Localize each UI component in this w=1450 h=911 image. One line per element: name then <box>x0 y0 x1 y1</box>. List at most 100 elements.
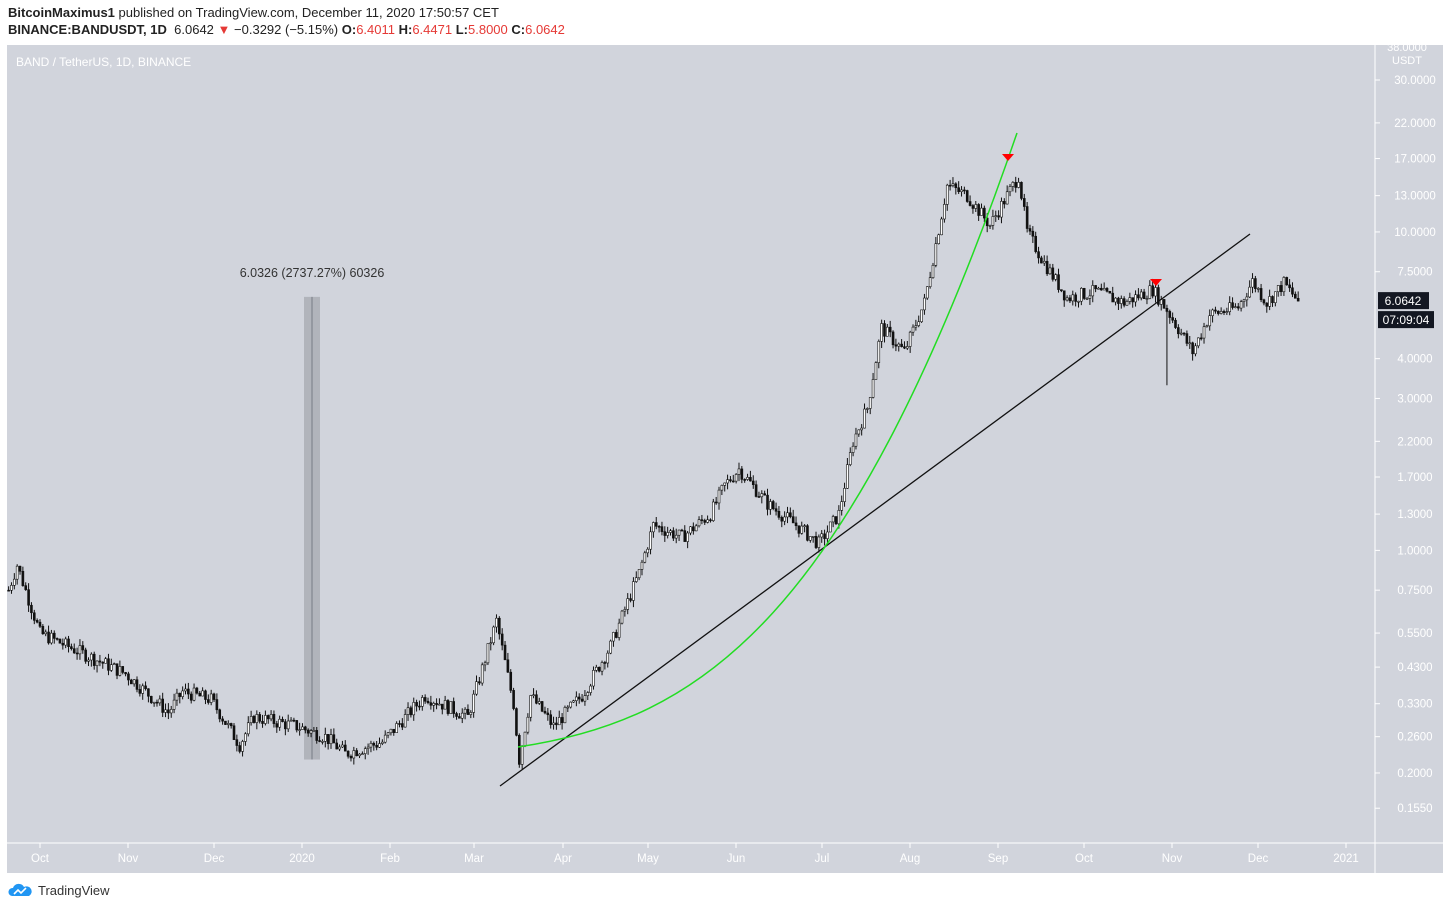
candle-body <box>1242 299 1246 302</box>
candle-body <box>1179 332 1183 335</box>
candle-body <box>572 700 575 703</box>
candle-body <box>654 522 658 527</box>
sell-triangle-sep <box>1002 154 1014 161</box>
close-value: 6.0642 <box>525 22 565 37</box>
candle-body <box>951 183 955 186</box>
candle-body <box>589 685 592 693</box>
candle-body <box>149 695 153 703</box>
candle-body <box>783 516 786 522</box>
candle-body <box>826 531 829 539</box>
candle-body <box>492 626 495 644</box>
candle-body <box>132 679 136 685</box>
candle-body <box>383 734 387 743</box>
candle-body <box>500 633 504 646</box>
candle-body <box>977 204 980 216</box>
candle-body <box>1025 206 1029 229</box>
candle-body <box>657 526 661 528</box>
candle-body <box>172 699 176 710</box>
candle-body <box>178 692 182 697</box>
candle-body <box>235 739 239 746</box>
last-price-label: 6.0642 <box>1385 294 1422 308</box>
candle-body <box>797 525 801 534</box>
candle-body <box>900 343 903 347</box>
price-axis <box>1375 45 1443 843</box>
candle-body <box>90 653 93 661</box>
candle-body <box>1282 277 1286 293</box>
candle-body <box>1042 260 1046 264</box>
y-tick-label: 10.0000 <box>1394 227 1436 239</box>
candle-body <box>669 530 672 533</box>
candle-body <box>304 726 307 731</box>
x-tick-label: Jul <box>815 853 830 865</box>
tradingview-logo[interactable]: TradingView <box>8 882 110 898</box>
support-trendline <box>499 233 1251 787</box>
y-tick-label: 0.1550 <box>1397 803 1432 815</box>
candle-body <box>846 464 849 489</box>
candle-body <box>306 729 310 734</box>
candle-body <box>623 609 627 612</box>
candle-body <box>1065 297 1069 301</box>
price-chart[interactable]: USDT 38.0000 30.0000 22.0000 17.0000 13.0000 1… <box>7 45 1443 873</box>
open-value: 6.4011 <box>356 22 395 37</box>
candle-body <box>1279 285 1283 293</box>
candle-body <box>580 698 584 702</box>
candle-body <box>198 692 202 697</box>
candle-body <box>372 742 376 746</box>
candle-body <box>1231 302 1234 308</box>
candle-body <box>167 709 170 714</box>
candle-body <box>1105 288 1109 292</box>
candle-body <box>212 693 216 700</box>
candle-body <box>298 729 301 731</box>
y-tick-label: 2.2000 <box>1397 436 1432 448</box>
candle-body <box>401 723 404 728</box>
candle-body <box>632 581 635 601</box>
candle-body <box>948 184 952 187</box>
candle-body <box>991 216 995 226</box>
candle-body <box>458 716 461 719</box>
candle-body <box>771 501 775 509</box>
candle-body <box>118 666 122 676</box>
candle-body <box>438 703 441 706</box>
candle-body <box>803 525 806 527</box>
candle-body <box>928 277 932 288</box>
candle-body <box>723 482 727 486</box>
candle-body <box>660 526 664 532</box>
candle-body <box>866 408 869 410</box>
x-tick-label: Aug <box>900 853 920 865</box>
candle-body <box>643 552 647 563</box>
candle-body <box>518 735 521 765</box>
candle-body <box>886 326 889 337</box>
candle-body <box>27 589 30 606</box>
candle-body <box>692 526 695 532</box>
candle-body <box>21 570 25 586</box>
candle-body <box>1262 299 1266 304</box>
candle-body <box>127 673 130 681</box>
candle-body <box>552 722 555 725</box>
x-tick-label: Oct <box>1075 853 1094 865</box>
candle-body <box>61 642 65 646</box>
candle-body <box>1040 257 1043 264</box>
candle-body <box>323 734 327 742</box>
candle-body <box>848 452 852 465</box>
candle-body <box>934 243 938 266</box>
x-tick-label: Sep <box>988 853 1008 865</box>
candle-body <box>24 585 28 590</box>
candle-body <box>600 662 604 672</box>
candle-body <box>1014 182 1018 188</box>
candle-body <box>10 585 13 591</box>
candle-body <box>931 264 935 279</box>
candle-body <box>329 734 333 745</box>
candle-body <box>358 753 361 757</box>
candle-body <box>646 548 649 554</box>
y-tick-label: 0.2000 <box>1397 768 1432 780</box>
candle-body <box>1022 198 1026 207</box>
cloud-logo-icon <box>8 883 32 896</box>
candle-body <box>30 604 33 614</box>
y-tick-label: 4.0000 <box>1397 354 1432 366</box>
candle-body <box>563 707 567 724</box>
candle-body <box>1151 285 1154 297</box>
candle-body <box>577 696 581 700</box>
y-tick-label: 1.0000 <box>1397 545 1432 557</box>
candle-body <box>1005 191 1009 205</box>
